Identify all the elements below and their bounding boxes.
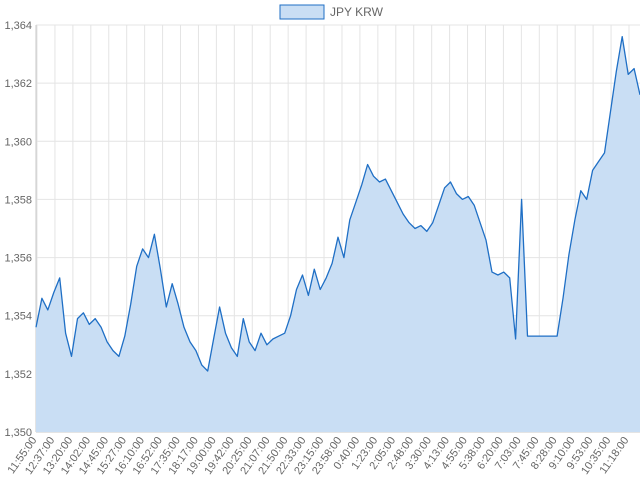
legend-swatch: [279, 4, 325, 20]
x-axis: 11:55:0012:37:0013:20:0014:02:0014:45:00…: [6, 435, 632, 477]
y-tick-label: 1,354: [4, 311, 32, 323]
y-tick-label: 1,352: [4, 369, 32, 381]
legend-label: JPY KRW: [330, 5, 384, 19]
y-tick-label: 1,362: [4, 78, 32, 90]
y-tick-label: 1,360: [4, 136, 32, 148]
y-axis: 1,350 1,352 1,354 1,356 1,358 1,360 1,362 1,364: [4, 20, 32, 439]
y-tick-label: 1,358: [4, 194, 32, 206]
y-tick-label: 1,350: [4, 427, 32, 439]
legend[interactable]: JPY KRW: [279, 4, 384, 20]
series-line[interactable]: [35, 35, 640, 372]
y-tick-label: 1,364: [4, 20, 32, 32]
y-tick-label: 1,356: [4, 253, 32, 265]
plot-area: [35, 35, 640, 432]
series-area-fill: [36, 36, 640, 432]
